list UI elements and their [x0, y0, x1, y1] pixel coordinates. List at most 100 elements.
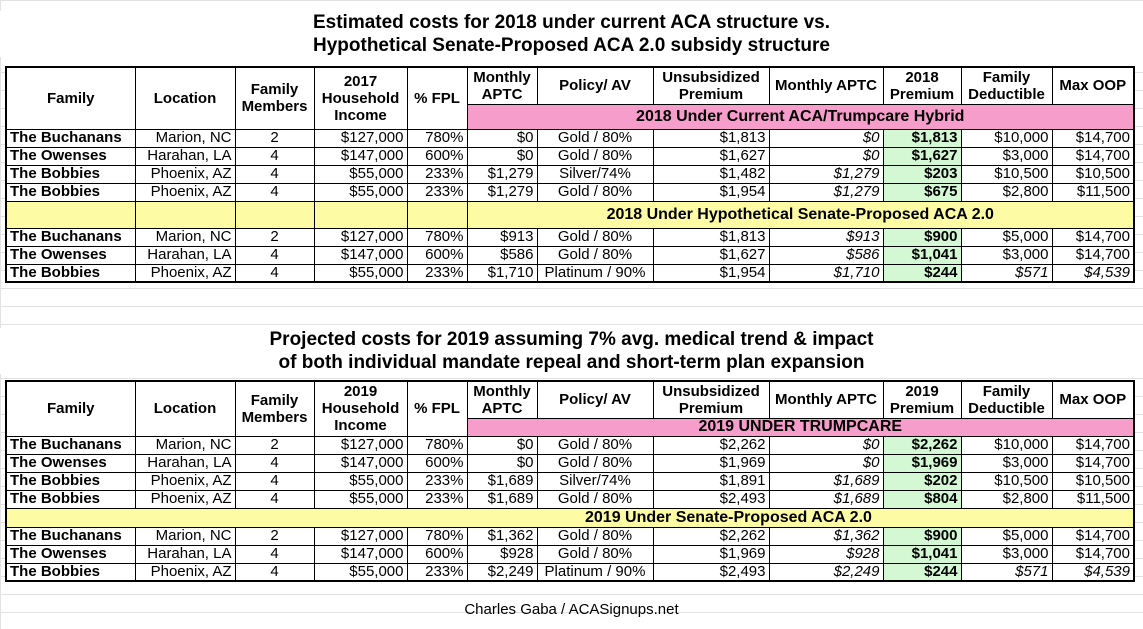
cell-policy-av: Gold / 80%	[536, 227, 654, 247]
cell-location: Phoenix, AZ	[134, 562, 236, 582]
table-row: The Buchanans Marion, NC 2 $127,000 780% $0 Go…	[5, 435, 1135, 455]
cell-policy-av: Gold / 80%	[536, 245, 654, 265]
cell-policy-av: Gold / 80%	[536, 128, 654, 148]
cost-table-2019: Family Location Family Members 2019 Househo…	[5, 380, 1135, 582]
header-location: Location	[134, 66, 236, 130]
section-band-proposed: 2019 Under Senate-Proposed ACA 2.0	[467, 507, 1135, 528]
cell-max-oop: $14,700	[1051, 245, 1135, 265]
table-row: The Buchanans Marion, NC 2 $127,000 780% $913…	[5, 227, 1135, 247]
cell-location: Marion, NC	[134, 526, 236, 546]
cell-income: $127,000	[313, 526, 408, 546]
cell-members: 2	[234, 227, 315, 247]
header-monthly-aptc: Monthly APTC	[466, 66, 538, 105]
cell-unsubsidized-premium: $1,627	[652, 245, 770, 265]
cell-premium: $1,041	[882, 245, 962, 265]
cell-members: 4	[234, 146, 315, 166]
cell-fpl: 780%	[406, 526, 468, 546]
cell-unsubsidized-premium: $1,627	[652, 146, 770, 166]
cell-premium: $202	[882, 471, 962, 491]
header-deductible: Family Deductible	[960, 66, 1053, 105]
cell-family: The Buchanans	[5, 526, 136, 546]
header-policy-av: Policy/ AV	[536, 380, 654, 419]
header-row: Family Location Family Members 2017 Househo…	[5, 66, 1135, 130]
cell-members: 4	[234, 182, 315, 202]
header-max-oop: Max OOP	[1051, 66, 1135, 105]
cell-fpl: 233%	[406, 164, 468, 184]
cell-fpl: 600%	[406, 245, 468, 265]
table-row: The Bobbies Phoenix, AZ 4 $55,000 233% $1,689…	[5, 489, 1135, 509]
cell-family: The Bobbies	[5, 471, 136, 491]
cell-location: Phoenix, AZ	[134, 182, 236, 202]
cell-family: The Buchanans	[5, 128, 136, 148]
cell-location: Harahan, LA	[134, 453, 236, 473]
section-band-spacer	[5, 507, 467, 528]
section-band-current: 2018 Under Current ACA/Trumpcare Hybrid	[466, 103, 1135, 130]
cell-location: Marion, NC	[134, 227, 236, 247]
cell-unsubsidized-premium: $1,891	[652, 471, 770, 491]
cell-premium: $1,041	[882, 544, 962, 564]
cell-policy-av: Silver/74%	[536, 471, 654, 491]
cell-unsubsidized-premium: $2,262	[652, 435, 770, 455]
title-line: Estimated costs for 2018 under current A…	[312, 12, 831, 33]
cell-policy-av: Platinum / 90%	[536, 263, 654, 283]
header-row: Family Location Family Members 2019 Househo…	[5, 380, 1135, 437]
cell-location: Marion, NC	[134, 435, 236, 455]
cell-policy-av: Gold / 80%	[536, 526, 654, 546]
footer-credit: Charles Gaba / ACASignups.net	[464, 601, 679, 618]
title-line: Hypothetical Senate-Proposed ACA 2.0 sub…	[313, 35, 830, 56]
cell-family: The Bobbies	[5, 263, 136, 283]
cell-monthly-aptc: $586	[466, 245, 538, 265]
cell-income: $127,000	[313, 435, 408, 455]
cell-income: $55,000	[313, 164, 408, 184]
cell-deductible: $10,500	[960, 471, 1053, 491]
cell-family: The Bobbies	[5, 489, 136, 509]
header-policy-av: Policy/ AV	[536, 66, 654, 105]
cell-family: The Owenses	[5, 453, 136, 473]
cell-unsubsidized-premium: $2,262	[652, 526, 770, 546]
cell-monthly-aptc-2: $1,689	[768, 489, 884, 509]
cell-max-oop: $14,700	[1051, 544, 1135, 564]
section-band-current: 2019 UNDER TRUMPCARE	[466, 417, 1135, 437]
header-unsubsidized-premium: Unsubsidized Premium	[652, 66, 770, 105]
cell-deductible: $3,000	[960, 245, 1053, 265]
cell-fpl: 600%	[406, 544, 468, 564]
cell-family: The Owenses	[5, 146, 136, 166]
section-band-spacer	[406, 200, 468, 229]
cell-income: $55,000	[313, 471, 408, 491]
section-band-spacer	[234, 200, 315, 229]
cell-monthly-aptc: $0	[466, 453, 538, 473]
cell-family: The Owenses	[5, 245, 136, 265]
table2-title: Projected costs for 2019 assuming 7% avg…	[0, 328, 1143, 374]
cell-fpl: 233%	[406, 471, 468, 491]
cell-family: The Owenses	[5, 544, 136, 564]
cell-max-oop: $4,539	[1051, 263, 1135, 283]
cell-monthly-aptc: $0	[466, 146, 538, 166]
cell-policy-av: Gold / 80%	[536, 146, 654, 166]
header-fpl: % FPL	[406, 66, 468, 130]
cell-premium: $900	[882, 526, 962, 546]
cell-location: Phoenix, AZ	[134, 471, 236, 491]
cell-premium: $804	[882, 489, 962, 509]
cell-policy-av: Silver/74%	[536, 164, 654, 184]
cell-monthly-aptc-2: $0	[768, 453, 884, 473]
cell-monthly-aptc: $913	[466, 227, 538, 247]
cell-deductible: $2,800	[960, 489, 1053, 509]
section-band-spacer	[313, 200, 408, 229]
cell-deductible: $2,800	[960, 182, 1053, 202]
cell-monthly-aptc: $0	[466, 128, 538, 148]
cell-monthly-aptc: $1,710	[466, 263, 538, 283]
cell-monthly-aptc: $2,249	[466, 562, 538, 582]
cell-unsubsidized-premium: $1,954	[652, 182, 770, 202]
cell-monthly-aptc-2: $913	[768, 227, 884, 247]
cell-monthly-aptc: $1,689	[466, 471, 538, 491]
table-row: The Bobbies Phoenix, AZ 4 $55,000 233% $1,279…	[5, 164, 1135, 184]
cell-members: 4	[234, 489, 315, 509]
header-premium: 2019 Premium	[882, 380, 962, 419]
table-row: The Buchanans Marion, NC 2 $127,000 780% $0 Go…	[5, 128, 1135, 148]
header-monthly-aptc-2: Monthly APTC	[768, 380, 884, 419]
table-row: The Bobbies Phoenix, AZ 4 $55,000 233% $1,279…	[5, 182, 1135, 202]
cell-monthly-aptc: $928	[466, 544, 538, 564]
cell-policy-av: Platinum / 90%	[536, 562, 654, 582]
cell-max-oop: $14,700	[1051, 526, 1135, 546]
cell-monthly-aptc: $1,362	[466, 526, 538, 546]
